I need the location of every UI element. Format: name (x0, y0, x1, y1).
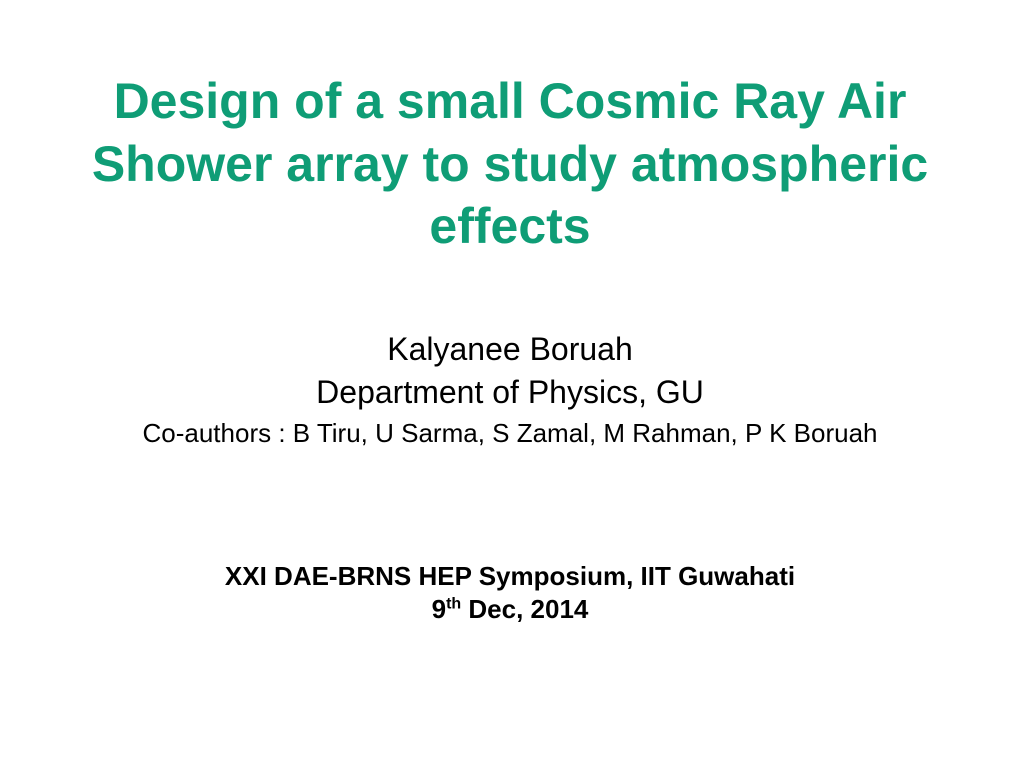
date: 9th Dec, 2014 (225, 594, 795, 625)
venue: XXI DAE-BRNS HEP Symposium, IIT Guwahati (225, 559, 795, 594)
department: Department of Physics, GU (142, 371, 877, 414)
slide-title: Design of a small Cosmic Ray Air Shower … (60, 70, 960, 258)
author-block: Kalyanee Boruah Department of Physics, G… (142, 328, 877, 449)
date-suffix: th (446, 595, 461, 612)
date-day: 9 (432, 594, 446, 624)
coauthors: Co-authors : B Tiru, U Sarma, S Zamal, M… (142, 418, 877, 449)
presentation-slide: Design of a small Cosmic Ray Air Shower … (0, 0, 1020, 765)
venue-block: XXI DAE-BRNS HEP Symposium, IIT Guwahati… (225, 559, 795, 625)
date-rest: Dec, 2014 (461, 594, 588, 624)
author-name: Kalyanee Boruah (142, 328, 877, 371)
